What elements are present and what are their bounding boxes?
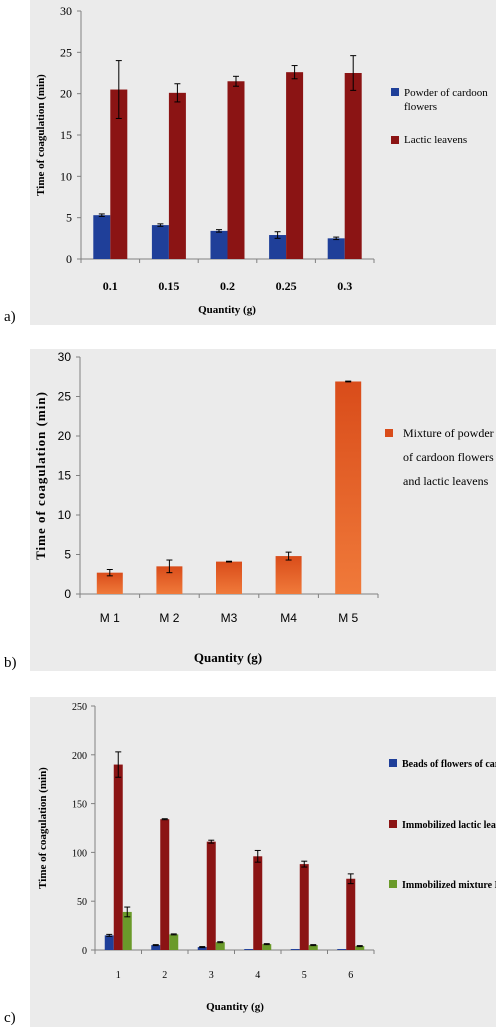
- x-tick-label: M4: [280, 611, 297, 625]
- y-tick-label: 30: [58, 350, 72, 364]
- y-tick-label: 15: [60, 128, 72, 142]
- bar-1: [151, 225, 169, 259]
- legend-label: flowers: [404, 101, 437, 113]
- x-axis-title: Quantity (g): [206, 1001, 264, 1013]
- bar-1: [216, 561, 242, 594]
- legend-swatch: [385, 429, 393, 437]
- y-tick-label: 0: [82, 946, 87, 957]
- legend-label: Immobilized mixture M2: [402, 880, 496, 891]
- y-tick-label: 150: [72, 800, 87, 811]
- x-tick-label: 5: [302, 970, 307, 981]
- x-tick-label: M3: [221, 611, 238, 625]
- bar-3: [308, 945, 318, 950]
- bar-1: [275, 556, 302, 594]
- chart-b: 0 5 10 15 20 25 30 M 1 M 2 M3 M4 M 5 Time of coagula…: [33, 350, 494, 665]
- legend-label: and lactic leavens: [403, 474, 489, 488]
- bar-1: [269, 235, 287, 259]
- bar-2: [299, 864, 309, 950]
- panel-label-b: b): [4, 655, 17, 671]
- y-tick-label: 30: [60, 4, 72, 18]
- y-tick-label: 20: [58, 429, 72, 443]
- bar-1: [151, 945, 161, 950]
- y-tick-label: 5: [64, 548, 71, 562]
- y-axis-title: Time of coagulation (min): [35, 74, 47, 196]
- y-tick-label: 10: [60, 169, 72, 183]
- bar-2: [160, 819, 170, 950]
- legend-swatch: [391, 136, 399, 144]
- y-tick-label: 50: [77, 897, 87, 908]
- y-axis-title: Time of coagulation (min): [33, 391, 48, 560]
- panel-label-a: a): [4, 309, 16, 325]
- y-axis-title: Time of coagulation (min): [37, 767, 49, 889]
- legend-label: Immobilized lactic leavens: [402, 820, 496, 831]
- x-tick-label: M 1: [100, 611, 120, 625]
- bar-2: [344, 73, 362, 259]
- y-tick-label: 250: [72, 702, 87, 713]
- bar-1: [244, 949, 254, 950]
- legend-label: of cardoon flowers: [403, 450, 494, 464]
- x-tick-label: 1: [116, 970, 121, 981]
- legend-swatch: [389, 820, 397, 828]
- x-tick-label: 6: [348, 970, 353, 981]
- y-tick-label: 20: [60, 87, 72, 101]
- bar-2: [227, 81, 245, 260]
- bar-3: [169, 934, 179, 950]
- x-tick-label: M 2: [159, 611, 179, 625]
- y-tick-label: 200: [72, 751, 87, 762]
- x-tick-label: 0.1: [103, 279, 118, 293]
- bar-3: [355, 946, 365, 950]
- y-tick-label: 0: [64, 587, 71, 601]
- bar-1: [210, 230, 228, 259]
- x-tick-label: 0.3: [337, 279, 352, 293]
- bar-3: [122, 911, 132, 950]
- bar-2: [346, 878, 356, 950]
- y-tick-label: 100: [72, 848, 87, 859]
- chart-panel-b: 0 5 10 15 20 25 30 M 1 M 2 M3 M4 M 5 Time of coagula…: [30, 349, 496, 671]
- y-tick-label: 25: [58, 390, 72, 404]
- legend-swatch: [389, 880, 397, 888]
- bar-1: [290, 949, 300, 950]
- bar-1: [104, 935, 114, 950]
- bar-2: [286, 72, 304, 259]
- y-tick-label: 0: [66, 252, 72, 266]
- chart-c: 0 50 100 150 200 250 1 2 3 4 5 6 Time of coagulation…: [37, 702, 496, 1013]
- legend-swatch: [391, 88, 399, 96]
- legend-swatch: [389, 759, 397, 767]
- y-tick-label: 5: [66, 211, 72, 225]
- bar-3: [262, 944, 272, 950]
- y-tick-label: 25: [60, 45, 72, 59]
- x-tick-label: 3: [209, 970, 214, 981]
- bar-1: [197, 947, 207, 950]
- y-tick-label: 15: [58, 469, 72, 483]
- x-tick-label: 0.2: [220, 279, 235, 293]
- bar-2: [253, 856, 263, 950]
- x-tick-label: 4: [255, 970, 260, 981]
- x-tick-label: 0.25: [276, 279, 297, 293]
- x-tick-label: 2: [162, 970, 167, 981]
- bar-1: [93, 215, 111, 259]
- bar-2: [168, 92, 186, 259]
- chart-a: 0 5 10 15 20 25 30 0.1 0.15 0.2 0.25 0.3 Time of coa…: [35, 4, 488, 316]
- legend-label: Powder of cardoon: [404, 87, 488, 99]
- x-tick-label: M 5: [338, 611, 358, 625]
- legend-label: Beads of flowers of cardoon: [402, 759, 496, 770]
- bar-2: [110, 89, 128, 260]
- bar-1: [327, 238, 345, 259]
- chart-panel-c: 0 50 100 150 200 250 1 2 3 4 5 6 Time of coagulation…: [30, 697, 496, 1027]
- x-axis-title: Quantity (g): [194, 650, 262, 665]
- bar-2: [206, 841, 216, 950]
- bar-3: [215, 942, 225, 950]
- y-tick-label: 10: [58, 508, 72, 522]
- legend-label: Lactic leavens: [404, 134, 467, 146]
- bar-1: [96, 572, 123, 594]
- x-tick-label: 0.15: [158, 279, 179, 293]
- chart-panel-a: 0 5 10 15 20 25 30 0.1 0.15 0.2 0.25 0.3 Time of coa…: [30, 0, 496, 325]
- bar-1: [335, 381, 362, 594]
- panel-label-c: c): [4, 1010, 16, 1026]
- bar-2: [113, 764, 123, 950]
- legend-label: Mixture of powder: [403, 426, 494, 440]
- x-axis-title: Quantity (g): [198, 304, 256, 316]
- bar-1: [337, 949, 347, 950]
